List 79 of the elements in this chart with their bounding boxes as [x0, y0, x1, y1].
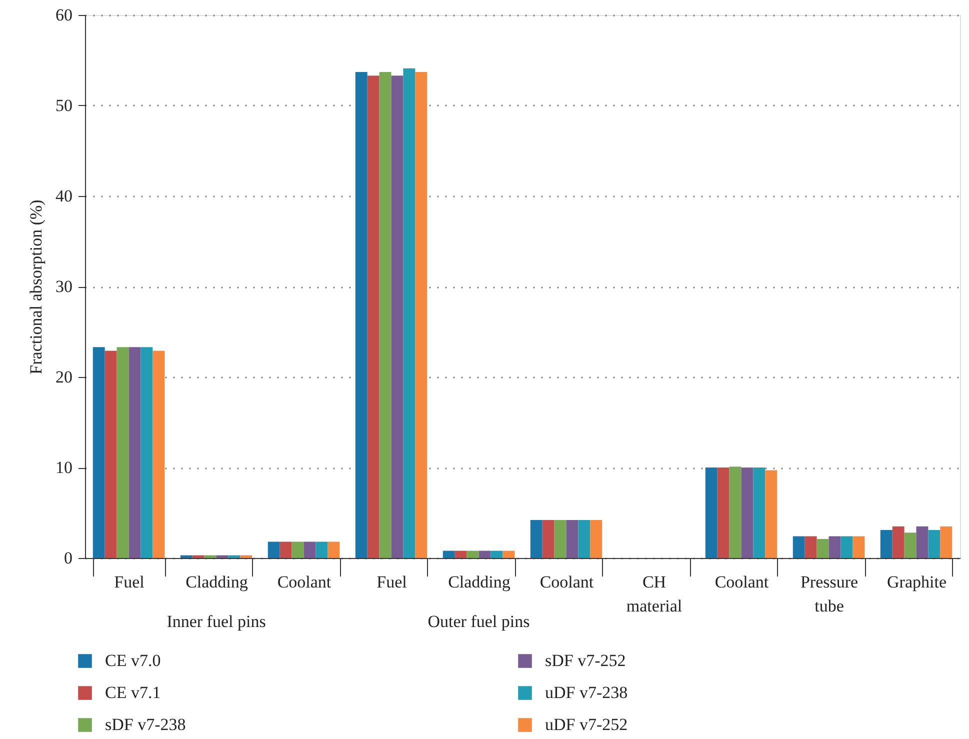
bar — [578, 520, 590, 558]
bar — [391, 76, 404, 558]
bar — [928, 530, 940, 558]
bar — [840, 536, 853, 558]
bar — [717, 468, 730, 558]
bar — [566, 520, 578, 558]
y-tick-label: 60 — [56, 6, 72, 24]
legend-label: uDF v7-238 — [545, 683, 628, 702]
x-tick-label: Cladding — [448, 572, 511, 592]
y-tick-label: 0 — [64, 548, 72, 568]
bar — [904, 532, 916, 558]
y-tick-label: 10 — [56, 458, 72, 477]
bar — [705, 468, 718, 558]
x-tick-label: Coolant — [540, 572, 594, 592]
x-tick-label: Fuel — [376, 572, 408, 592]
legend-label: sDF v7-238 — [105, 715, 186, 734]
bar — [355, 72, 368, 558]
y-tick-label: 40 — [56, 186, 72, 206]
legend-label: CE v7.0 — [105, 651, 161, 670]
bar — [328, 542, 340, 558]
bar — [403, 68, 416, 558]
bar — [268, 542, 280, 558]
bar — [280, 542, 292, 558]
bar — [192, 555, 204, 558]
bar — [478, 550, 491, 558]
x-tick-label: Coolant — [277, 572, 332, 592]
bar — [128, 347, 141, 558]
bar — [753, 468, 766, 558]
x-tick-label: Coolant — [714, 572, 769, 592]
bar — [741, 468, 754, 558]
bar — [916, 526, 928, 558]
legend-label: CE v7.1 — [105, 683, 161, 702]
bar — [304, 542, 316, 558]
y-tick-label: 30 — [56, 277, 72, 296]
bar — [379, 72, 392, 558]
x-tick-label: Graphite — [887, 572, 946, 592]
x-tick-label: Fuel — [114, 572, 145, 592]
bar — [590, 520, 602, 558]
bar — [240, 555, 252, 558]
legend-label: uDF v7-252 — [545, 715, 628, 734]
text: Outer fuel pins — [428, 612, 530, 631]
bar — [729, 466, 742, 558]
bar — [892, 526, 904, 558]
bar — [530, 520, 542, 558]
bar — [415, 72, 428, 558]
bar — [852, 536, 865, 558]
bar — [554, 520, 566, 558]
y-tick-label: 50 — [56, 96, 72, 115]
x-tick-label: Pressure tube — [800, 572, 858, 616]
bar — [204, 555, 216, 558]
y-tick-label: 20 — [56, 368, 72, 386]
bar — [116, 347, 129, 558]
bar — [490, 550, 503, 558]
y-axis-title: Fractional absorption (%) — [26, 200, 46, 374]
bar — [316, 542, 328, 558]
bar — [828, 536, 841, 558]
bar — [466, 550, 479, 558]
bar — [140, 347, 153, 558]
text: Inner fuel pins — [166, 612, 266, 631]
bar — [180, 555, 192, 558]
bar — [804, 536, 817, 558]
bar — [367, 76, 380, 558]
bar — [542, 520, 554, 558]
legend-label: sDF v7-252 — [545, 651, 626, 670]
bar — [92, 347, 105, 558]
bar — [880, 530, 892, 558]
bar — [442, 550, 455, 558]
bar — [502, 550, 515, 558]
bar — [152, 350, 165, 558]
bar — [454, 550, 467, 558]
bar — [104, 350, 117, 558]
x-tick-label: CH material — [626, 572, 682, 616]
bar — [940, 526, 952, 558]
bar — [765, 470, 778, 558]
bar — [816, 538, 829, 558]
bar — [292, 542, 304, 558]
bar — [792, 536, 805, 558]
x-tick-label: Cladding — [186, 572, 248, 592]
bar — [228, 555, 240, 558]
